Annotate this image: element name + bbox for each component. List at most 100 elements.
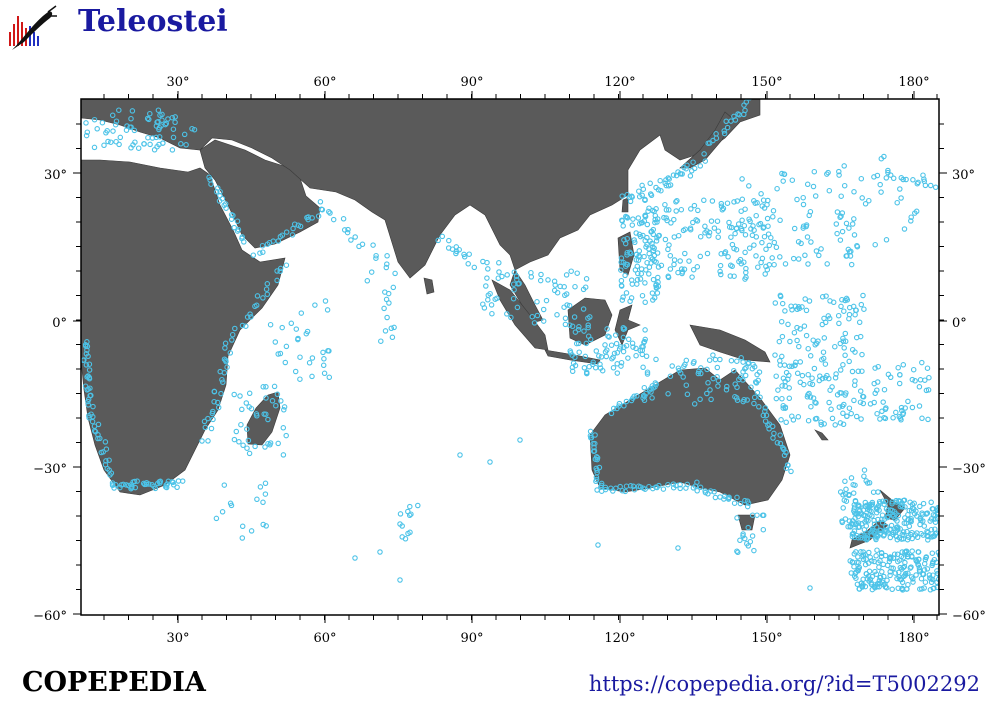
occurrence-point [85,353,91,360]
occurrence-point [269,398,276,404]
occurrence-point [837,237,844,243]
occurrence-point [250,252,257,258]
occurrence-point [804,234,811,240]
occurrence-point [345,226,351,233]
occurrence-point [514,276,520,283]
occurrence-point [777,362,783,368]
occurrence-point [745,524,751,531]
land-australia [589,367,791,506]
occurrence-point [697,253,704,260]
occurrence-point [881,386,888,393]
occurrence-point [169,147,176,153]
occurrence-point [896,498,902,505]
occurrence-point [684,391,691,398]
occurrence-point [706,357,713,363]
occurrence-point [922,377,928,383]
occurrence-point [868,508,874,515]
occurrence-point [927,518,933,524]
occurrence-point [842,330,849,337]
occurrence-point [267,440,274,446]
source-url-link[interactable]: https://copepedia.org/?id=T5002292 [588,672,980,696]
map-frame [80,98,940,616]
occurrence-point [754,200,760,206]
occurrence-point [845,523,851,530]
occurrence-point [860,556,867,563]
occurrence-point [751,400,757,407]
occurrence-point [655,187,662,193]
occurrence-point [652,219,658,226]
occurrence-point [291,221,298,227]
occurrence-point [850,490,857,496]
occurrence-point [309,215,315,221]
occurrence-point [511,287,517,293]
occurrence-point [658,262,665,269]
occurrence-point [572,329,579,335]
occurrence-point [740,533,746,539]
occurrence-point [591,444,597,451]
occurrence-point [754,371,760,378]
occurrence-point [816,252,822,259]
occurrence-point [254,496,260,503]
occurrence-point [697,484,704,491]
occurrence-point [321,356,327,362]
occurrence-point [852,515,858,521]
occurrence-point [364,278,371,284]
occurrence-point [890,565,896,572]
occurrence-point [937,581,939,587]
occurrence-point [798,240,804,247]
occurrence-point [306,360,313,366]
occurrence-point [643,267,649,273]
occurrence-point [629,340,636,347]
occurrence-point [614,361,620,367]
occurrence-point [154,143,160,150]
occurrence-point [280,425,287,431]
occurrence-point [760,197,767,203]
occurrence-point [910,576,916,582]
occurrence-point [783,465,790,471]
land-madagascar [246,391,281,446]
occurrence-point [262,491,269,497]
occurrence-point [899,579,906,586]
x-tick-bottom-60: 60° [313,631,336,646]
occurrence-point [852,498,859,505]
occurrence-point [748,384,754,390]
occurrence-point [677,485,683,492]
occurrence-point [873,571,880,577]
occurrence-point [941,575,945,579]
occurrence-point [656,482,662,489]
occurrence-point [945,559,949,563]
occurrence-point [623,342,630,349]
occurrence-point [842,516,849,522]
occurrence-point [218,390,224,397]
occurrence-point [103,446,110,452]
occurrence-point [882,498,889,505]
occurrence-point [282,359,289,366]
occurrence-point [941,582,945,586]
occurrence-point [727,273,734,279]
occurrence-point [141,141,147,147]
occurrence-point [248,314,254,320]
occurrence-point [753,212,759,219]
occurrence-point [461,251,467,258]
occurrence-point [671,257,678,263]
occurrence-point [120,481,127,488]
occurrence-point [704,390,710,397]
occurrence-point [588,435,594,441]
occurrence-point [611,350,618,357]
occurrence-point [378,338,384,344]
occurrence-point [127,124,133,130]
occurrence-point [946,571,950,575]
occurrence-point [267,321,274,328]
occurrence-point [859,195,865,201]
occurrence-point [838,303,844,310]
occurrence-point [466,251,472,257]
occurrence-point [921,585,927,591]
occurrence-point [758,191,764,197]
occurrence-point [496,260,502,266]
occurrence-point [738,226,745,232]
occurrence-point [686,258,692,264]
occurrence-point [648,260,654,266]
copepedia-logo-icon [9,5,57,51]
occurrence-point [283,229,290,235]
occurrence-point [857,388,864,394]
